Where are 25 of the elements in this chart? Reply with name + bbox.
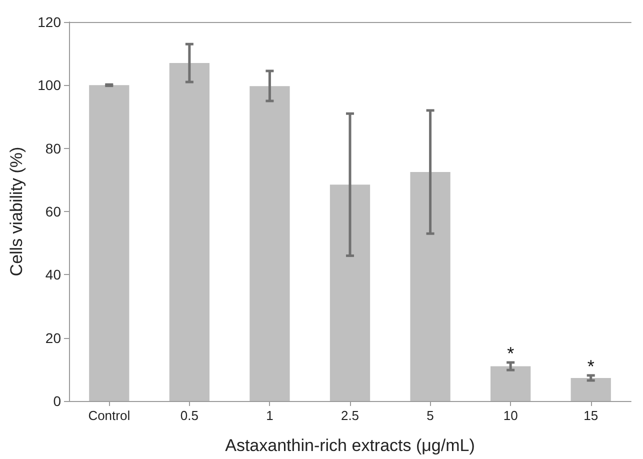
y-tick-label: 80: [45, 140, 62, 156]
x-tick-label: 0.5: [180, 408, 198, 423]
bar: [570, 378, 611, 401]
x-tick-label: 2.5: [340, 408, 360, 423]
bar: [490, 366, 531, 401]
x-tick-label: 15: [584, 408, 598, 423]
bar: [330, 184, 370, 401]
y-tick-label: 120: [38, 14, 62, 30]
y-tick-label: 20: [45, 330, 62, 346]
bar: [410, 172, 450, 401]
annotation: *: [587, 356, 594, 376]
y-axis-title: Cells viability (%): [7, 146, 26, 276]
annotation: *: [507, 343, 514, 364]
bar: [250, 86, 290, 401]
x-tick-label: 5: [426, 408, 434, 423]
y-tick-label: 60: [45, 204, 62, 220]
x-axis-title: Astaxanthin-rich extracts (μg/mL): [225, 436, 475, 455]
bar: [89, 85, 130, 401]
y-tick-label: 100: [38, 77, 62, 94]
y-tick-label: 0: [53, 393, 62, 409]
x-tick-label: Control: [88, 408, 130, 423]
y-tick-label: 40: [45, 266, 62, 283]
x-tick-label: 1: [266, 408, 274, 423]
x-tick-label: 10: [503, 408, 518, 423]
bar: [169, 63, 210, 401]
